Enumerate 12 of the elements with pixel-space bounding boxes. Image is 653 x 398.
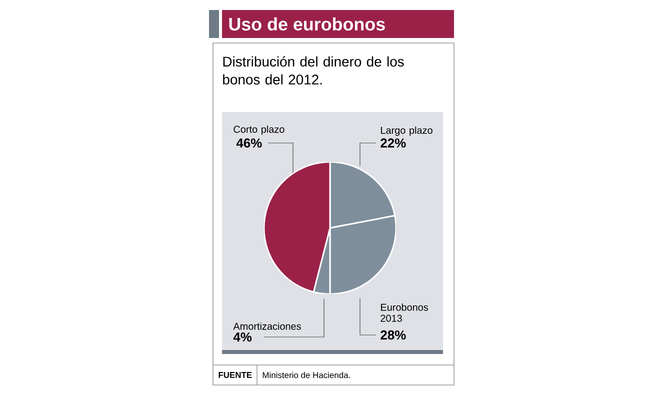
data-label: 22% [380, 138, 406, 148]
slice-label: Largo plazo [381, 126, 432, 136]
text: Ministerio de Hacienda. [262, 372, 350, 378]
slice-label: Eurobonos 2013 [380, 304, 428, 322]
data-label: 46% [236, 138, 262, 148]
chart-title: Uso de eurobonos [229, 17, 385, 31]
chart-subtitle: Distribución del dinero de los bonos del 2012. [223, 56, 404, 85]
slice-label: Amortizaciones [233, 322, 301, 330]
data-label: 4% [233, 332, 252, 342]
slice-label: Corto plazo [234, 126, 284, 135]
data-label: 28% [380, 330, 406, 340]
text: FUENTE [218, 372, 252, 378]
